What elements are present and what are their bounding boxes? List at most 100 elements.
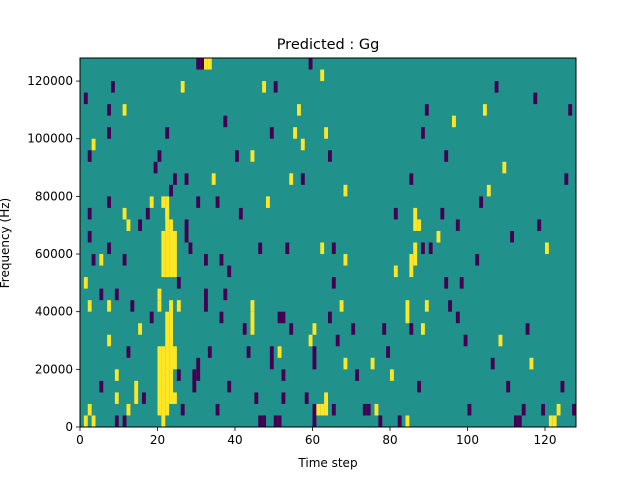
heatmap-cell-high <box>424 300 429 312</box>
heatmap-cell-low <box>107 242 112 255</box>
heatmap-cell-low <box>176 369 181 381</box>
heatmap-cell-high <box>421 323 425 335</box>
heatmap-cell-high <box>343 357 348 370</box>
heatmap-cell-low <box>138 219 143 231</box>
heatmap-cell-high <box>483 104 487 116</box>
heatmap-cell-high <box>204 58 208 70</box>
heatmap-cell-low <box>440 207 445 220</box>
heatmap-cell-low <box>537 219 542 231</box>
heatmap-cell-low <box>269 346 274 370</box>
heatmap-cell-high <box>486 184 491 197</box>
heatmap-cell-low <box>409 173 414 185</box>
heatmap-cell-low <box>328 311 332 324</box>
heatmap-cell-low <box>215 196 220 208</box>
heatmap-cell-high <box>169 300 174 404</box>
heatmap-cell-high <box>289 173 294 185</box>
heatmap-cell-low <box>169 184 174 197</box>
heatmap-cell-low <box>192 369 197 393</box>
y-tick-label: 120000 <box>27 74 73 88</box>
heatmap-cell-high <box>552 415 557 427</box>
heatmap-cell-low <box>258 415 263 427</box>
heatmap-cell-high <box>250 150 255 162</box>
heatmap-cell-low <box>200 58 205 70</box>
heatmap-cell-high <box>409 254 414 278</box>
heatmap-cell-low <box>196 357 201 381</box>
heatmap-cell-low <box>312 403 317 427</box>
heatmap-cell-low <box>87 230 92 243</box>
heatmap-cell-low <box>281 392 286 404</box>
heatmap-cell-high <box>417 219 422 231</box>
heatmap-cell-low <box>397 415 402 427</box>
heatmap-cell-low <box>331 403 336 416</box>
heatmap-cell-high <box>250 311 255 335</box>
heatmap-cell-low <box>417 380 422 393</box>
heatmap-cell-low <box>300 173 305 185</box>
heatmap-cell-high <box>343 184 348 197</box>
heatmap-cell-low <box>514 415 518 427</box>
heatmap-cell-high <box>293 127 298 139</box>
heatmap-cell-high <box>149 196 154 208</box>
y-tick-label: 60000 <box>35 247 73 261</box>
heatmap-cell-high <box>165 207 170 278</box>
heatmap-cell-high <box>83 415 88 427</box>
heatmap-cell-low <box>424 104 429 116</box>
heatmap-cell-low <box>91 254 96 266</box>
heatmap-cell-high <box>211 173 216 185</box>
heatmap-cell-high <box>262 81 267 93</box>
x-tick-label: 60 <box>305 433 320 447</box>
heatmap-cell-high <box>176 300 181 312</box>
heatmap-cell-low <box>258 242 263 255</box>
heatmap-cell-low <box>331 242 336 255</box>
x-tick-label: 20 <box>150 433 165 447</box>
heatmap-cell-high <box>180 81 185 93</box>
x-tick-label: 80 <box>382 433 397 447</box>
heatmap-cell-low <box>455 219 460 231</box>
heatmap-cell-low <box>188 242 193 255</box>
heatmap-cell-high <box>405 300 410 324</box>
heatmap-cell-high <box>122 207 127 220</box>
y-axis-label: Frequency (Hz) <box>0 198 12 289</box>
heatmap-cell-high <box>393 265 398 278</box>
heatmap-cell-low <box>184 173 189 185</box>
heatmap-cell-low <box>262 415 267 427</box>
heatmap-cell-low <box>444 277 449 289</box>
heatmap-cell-low <box>145 207 150 220</box>
heatmap-cell-high <box>370 357 375 370</box>
x-tick-label: 100 <box>456 433 479 447</box>
heatmap-cell-high <box>107 300 112 312</box>
heatmap-cell-low <box>521 403 526 416</box>
heatmap-cell-high <box>556 403 561 416</box>
heatmap-cell-low <box>393 207 398 220</box>
heatmap-cell-low <box>114 288 119 301</box>
heatmap-cell-high <box>157 346 162 416</box>
heatmap-cell-low <box>444 150 449 162</box>
heatmap-cell-low <box>490 357 495 370</box>
heatmap-cell-low <box>281 311 286 324</box>
heatmap-cell-low <box>312 346 317 370</box>
heatmap-cell-high <box>126 403 131 416</box>
heatmap-cell-low <box>366 403 371 416</box>
heatmap-cell-low <box>173 173 177 185</box>
heatmap-cell-high <box>87 300 92 312</box>
heatmap-cell-high <box>165 196 170 220</box>
heatmap-cell-high <box>390 369 394 381</box>
heatmap-cell-low <box>149 311 154 324</box>
heatmap-cell-low <box>541 403 546 416</box>
y-tick-label: 20000 <box>35 362 73 376</box>
heatmap-cell-high <box>126 219 131 231</box>
heatmap-cell-low <box>525 323 530 335</box>
heatmap-cell-low <box>494 81 499 93</box>
heatmap-cell-low <box>165 127 170 139</box>
heatmap-cell-low <box>378 415 383 427</box>
heatmap-cell-high <box>87 403 92 416</box>
heatmap-cell-low <box>331 277 336 289</box>
heatmap-cell-high <box>114 392 119 404</box>
heatmap-cell-high <box>161 196 166 208</box>
heatmap-cell-low <box>273 81 278 93</box>
heatmap-cell-low <box>83 92 88 105</box>
x-tick-label: 40 <box>227 433 242 447</box>
x-tick-label: 0 <box>76 433 84 447</box>
heatmap-cell-high <box>99 254 104 266</box>
heatmap-background <box>80 58 576 427</box>
heatmap-cell-high <box>316 403 321 416</box>
